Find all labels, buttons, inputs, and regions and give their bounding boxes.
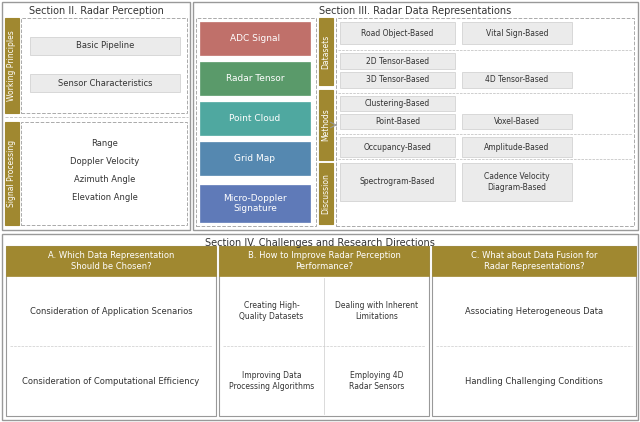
Bar	[319, 18, 333, 85]
Bar	[2, 2, 190, 230]
Bar	[219, 246, 429, 276]
Bar	[340, 163, 455, 201]
Text: Signal Processing: Signal Processing	[8, 140, 17, 207]
Text: ADC Signal: ADC Signal	[230, 34, 280, 43]
Text: Sensor Characteristics: Sensor Characteristics	[58, 78, 152, 87]
Text: 4D Tensor-Based: 4D Tensor-Based	[485, 76, 548, 84]
Text: Discussion: Discussion	[321, 173, 330, 214]
Text: B. How to Improve Radar Perception
Performance?: B. How to Improve Radar Perception Perfo…	[248, 251, 401, 271]
Bar	[336, 18, 634, 226]
Text: Elevation Angle: Elevation Angle	[72, 194, 138, 203]
Bar	[200, 185, 310, 222]
Bar	[462, 163, 572, 201]
Bar	[319, 163, 333, 224]
Text: Spectrogram-Based: Spectrogram-Based	[360, 178, 435, 187]
Text: Point Cloud: Point Cloud	[229, 114, 280, 123]
Text: Point-Based: Point-Based	[375, 117, 420, 126]
Bar	[340, 53, 455, 69]
Text: Doppler Velocity: Doppler Velocity	[70, 157, 140, 167]
Bar	[462, 114, 572, 129]
Bar	[30, 37, 180, 55]
Bar	[30, 74, 180, 92]
Bar	[432, 246, 636, 276]
Text: Range: Range	[92, 140, 118, 149]
Text: Amplitude-Based: Amplitude-Based	[484, 143, 550, 151]
Bar	[200, 102, 310, 135]
Text: Consideration of Application Scenarios: Consideration of Application Scenarios	[29, 306, 192, 316]
Bar	[462, 137, 572, 157]
Bar	[340, 114, 455, 129]
Text: Working Principles: Working Principles	[8, 30, 17, 101]
Text: Vital Sign-Based: Vital Sign-Based	[486, 29, 548, 38]
Text: A. Which Data Representation
Should be Chosen?: A. Which Data Representation Should be C…	[48, 251, 174, 271]
Bar	[340, 22, 455, 44]
Text: Section III. Radar Data Representations: Section III. Radar Data Representations	[319, 6, 511, 16]
Bar	[200, 142, 310, 175]
Text: Improving Data
Processing Algorithms: Improving Data Processing Algorithms	[229, 371, 314, 391]
Bar	[5, 18, 19, 113]
Text: Handling Challenging Conditions: Handling Challenging Conditions	[465, 376, 603, 386]
Text: Azimuth Angle: Azimuth Angle	[74, 176, 136, 184]
Text: Consideration of Computational Efficiency: Consideration of Computational Efficienc…	[22, 376, 200, 386]
Text: 3D Tensor-Based: 3D Tensor-Based	[366, 76, 429, 84]
Text: Micro-Doppler
Signature: Micro-Doppler Signature	[223, 194, 287, 213]
Bar	[5, 122, 19, 225]
Text: Associating Heterogeneous Data: Associating Heterogeneous Data	[465, 306, 603, 316]
Text: Creating High-
Quality Datasets: Creating High- Quality Datasets	[239, 301, 303, 321]
Bar	[319, 90, 333, 160]
Bar	[340, 96, 455, 111]
Bar	[2, 234, 638, 420]
Bar	[6, 246, 216, 416]
Text: Radar Tensor: Radar Tensor	[226, 74, 284, 83]
Bar	[21, 122, 187, 225]
Bar	[193, 2, 638, 230]
Bar	[196, 18, 316, 226]
Text: Methods: Methods	[321, 108, 330, 141]
Bar	[200, 62, 310, 95]
Text: Occupancy-Based: Occupancy-Based	[364, 143, 431, 151]
Bar	[340, 72, 455, 88]
Bar	[6, 246, 216, 276]
Bar	[432, 246, 636, 416]
Text: Dealing with Inherent
Limitations: Dealing with Inherent Limitations	[335, 301, 418, 321]
Bar	[219, 246, 429, 416]
Text: Grid Map: Grid Map	[234, 154, 275, 163]
Text: Basic Pipeline: Basic Pipeline	[76, 41, 134, 51]
Text: Datasets: Datasets	[321, 34, 330, 69]
Text: Employing 4D
Radar Sensors: Employing 4D Radar Sensors	[349, 371, 404, 391]
Text: Road Object-Based: Road Object-Based	[362, 29, 434, 38]
Bar	[21, 18, 187, 113]
Text: 2D Tensor-Based: 2D Tensor-Based	[366, 57, 429, 65]
Bar	[340, 137, 455, 157]
Text: Clustering-Based: Clustering-Based	[365, 99, 430, 108]
Bar	[200, 22, 310, 55]
Text: C. What about Data Fusion for
Radar Representations?: C. What about Data Fusion for Radar Repr…	[471, 251, 597, 271]
Bar	[462, 72, 572, 88]
Text: Section IV. Challenges and Research Directions: Section IV. Challenges and Research Dire…	[205, 238, 435, 248]
Bar	[462, 22, 572, 44]
Text: Voxel-Based: Voxel-Based	[494, 117, 540, 126]
Text: Section II. Radar Perception: Section II. Radar Perception	[29, 6, 163, 16]
Text: Cadence Velocity
Diagram-Based: Cadence Velocity Diagram-Based	[484, 172, 550, 192]
